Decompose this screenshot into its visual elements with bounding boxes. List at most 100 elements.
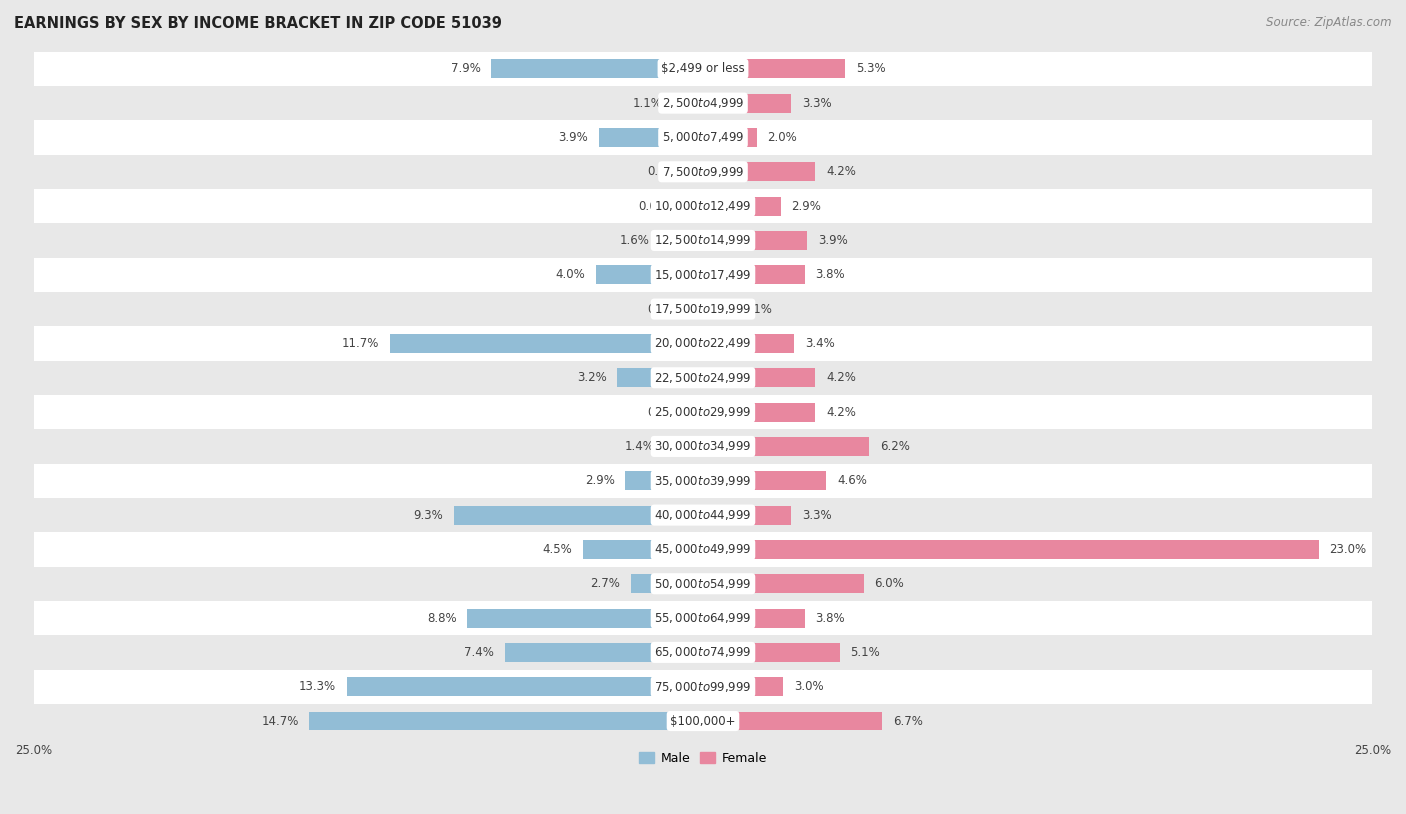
- Text: 7.9%: 7.9%: [451, 63, 481, 75]
- Text: 6.2%: 6.2%: [880, 440, 910, 453]
- Bar: [703, 711, 883, 730]
- Text: $7,500 to $9,999: $7,500 to $9,999: [662, 164, 744, 179]
- Bar: [631, 575, 703, 593]
- Text: 4.2%: 4.2%: [827, 371, 856, 384]
- Bar: [34, 464, 1372, 498]
- Text: $25,000 to $29,999: $25,000 to $29,999: [654, 405, 752, 419]
- Text: 0.62%: 0.62%: [638, 199, 676, 212]
- Text: 0.31%: 0.31%: [647, 405, 683, 418]
- Bar: [703, 437, 869, 456]
- Text: 2.0%: 2.0%: [768, 131, 797, 144]
- Bar: [703, 471, 827, 490]
- Bar: [34, 567, 1372, 601]
- Text: 5.1%: 5.1%: [851, 646, 880, 659]
- Bar: [34, 361, 1372, 395]
- Bar: [347, 677, 703, 696]
- Bar: [703, 162, 815, 182]
- Text: 3.2%: 3.2%: [576, 371, 606, 384]
- Text: 3.0%: 3.0%: [794, 681, 824, 694]
- Text: Source: ZipAtlas.com: Source: ZipAtlas.com: [1267, 16, 1392, 29]
- Text: $30,000 to $34,999: $30,000 to $34,999: [654, 440, 752, 453]
- Text: 1.6%: 1.6%: [620, 234, 650, 247]
- Text: $40,000 to $44,999: $40,000 to $44,999: [654, 508, 752, 522]
- Bar: [309, 711, 703, 730]
- Bar: [661, 231, 703, 250]
- Bar: [34, 189, 1372, 223]
- Text: 11.7%: 11.7%: [342, 337, 380, 350]
- Text: 2.9%: 2.9%: [585, 475, 614, 488]
- Bar: [34, 223, 1372, 257]
- Bar: [505, 643, 703, 662]
- Bar: [596, 265, 703, 284]
- Text: 5.3%: 5.3%: [856, 63, 886, 75]
- Bar: [686, 197, 703, 216]
- Text: 8.8%: 8.8%: [427, 611, 457, 624]
- Text: 4.6%: 4.6%: [837, 475, 866, 488]
- Bar: [703, 300, 733, 318]
- Bar: [626, 471, 703, 490]
- Bar: [617, 368, 703, 387]
- Bar: [703, 403, 815, 422]
- Text: $2,499 or less: $2,499 or less: [661, 63, 745, 75]
- Text: EARNINGS BY SEX BY INCOME BRACKET IN ZIP CODE 51039: EARNINGS BY SEX BY INCOME BRACKET IN ZIP…: [14, 16, 502, 31]
- Text: 1.4%: 1.4%: [624, 440, 655, 453]
- Bar: [34, 429, 1372, 464]
- Bar: [34, 51, 1372, 86]
- Bar: [34, 86, 1372, 120]
- Text: $50,000 to $54,999: $50,000 to $54,999: [654, 577, 752, 591]
- Text: 4.5%: 4.5%: [543, 543, 572, 556]
- Text: 3.9%: 3.9%: [558, 131, 588, 144]
- Bar: [34, 670, 1372, 704]
- Bar: [703, 575, 863, 593]
- Bar: [34, 601, 1372, 635]
- Bar: [34, 498, 1372, 532]
- Text: 3.3%: 3.3%: [801, 509, 832, 522]
- Text: 3.9%: 3.9%: [818, 234, 848, 247]
- Bar: [34, 532, 1372, 567]
- Bar: [703, 677, 783, 696]
- Bar: [703, 197, 780, 216]
- Bar: [703, 265, 804, 284]
- Text: 6.0%: 6.0%: [875, 577, 904, 590]
- Text: $17,500 to $19,999: $17,500 to $19,999: [654, 302, 752, 316]
- Text: 23.0%: 23.0%: [1330, 543, 1367, 556]
- Bar: [467, 609, 703, 628]
- Text: 7.4%: 7.4%: [464, 646, 494, 659]
- Bar: [454, 505, 703, 524]
- Bar: [34, 704, 1372, 738]
- Bar: [389, 334, 703, 353]
- Bar: [703, 540, 1319, 559]
- Text: $15,000 to $17,499: $15,000 to $17,499: [654, 268, 752, 282]
- Text: $100,000+: $100,000+: [671, 715, 735, 728]
- Text: $55,000 to $64,999: $55,000 to $64,999: [654, 611, 752, 625]
- Text: $75,000 to $99,999: $75,000 to $99,999: [654, 680, 752, 694]
- Text: $35,000 to $39,999: $35,000 to $39,999: [654, 474, 752, 488]
- Bar: [34, 292, 1372, 326]
- Bar: [703, 94, 792, 112]
- Bar: [34, 326, 1372, 361]
- Text: $2,500 to $4,999: $2,500 to $4,999: [662, 96, 744, 110]
- Bar: [34, 155, 1372, 189]
- Legend: Male, Female: Male, Female: [634, 746, 772, 770]
- Text: 13.3%: 13.3%: [299, 681, 336, 694]
- Bar: [695, 403, 703, 422]
- Bar: [703, 231, 807, 250]
- Bar: [34, 395, 1372, 429]
- Bar: [703, 505, 792, 524]
- Text: 6.7%: 6.7%: [893, 715, 922, 728]
- Text: 0.31%: 0.31%: [647, 303, 683, 316]
- Bar: [599, 128, 703, 147]
- Text: 2.7%: 2.7%: [591, 577, 620, 590]
- Text: 3.8%: 3.8%: [815, 611, 845, 624]
- Text: $10,000 to $12,499: $10,000 to $12,499: [654, 199, 752, 213]
- Bar: [695, 300, 703, 318]
- Bar: [703, 368, 815, 387]
- Text: 3.3%: 3.3%: [801, 97, 832, 110]
- Bar: [34, 257, 1372, 292]
- Text: 3.8%: 3.8%: [815, 269, 845, 282]
- Bar: [582, 540, 703, 559]
- Bar: [703, 334, 794, 353]
- Text: $65,000 to $74,999: $65,000 to $74,999: [654, 646, 752, 659]
- Bar: [34, 120, 1372, 155]
- Text: 14.7%: 14.7%: [262, 715, 298, 728]
